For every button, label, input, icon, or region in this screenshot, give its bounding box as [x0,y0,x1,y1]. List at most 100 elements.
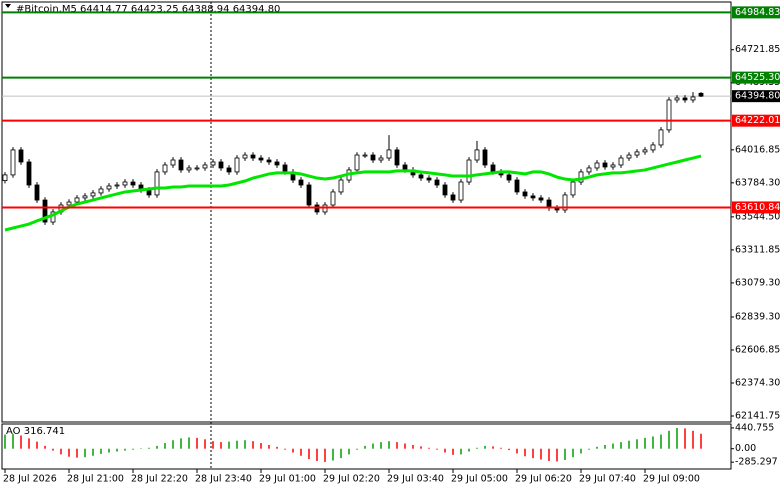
main-panel [1,1,732,423]
y-tick-label: 62839.30 [735,311,780,322]
candle-body [298,179,304,186]
candle-body [322,204,328,213]
chart-title: #Bitcoin,M5 64414.77 64423.25 64388.94 6… [16,4,280,15]
x-tick-label: 28 Jul 23:40 [195,474,252,485]
candle-body [98,188,104,194]
candle-body [314,204,320,213]
level-label: 64222.01 [735,115,780,126]
candle-body [26,161,32,186]
level-label: 64525.30 [735,72,780,83]
candle-body [538,197,544,201]
y-tick-label: 62374.30 [735,377,780,388]
y-tick-label: 63784.30 [735,177,780,188]
indicator-label: AO 316.741 [6,426,65,437]
candle-body [162,164,168,173]
candle-body [466,159,472,183]
candle-body [698,92,704,97]
x-tick-label: 29 Jul 09:00 [643,474,700,485]
candle-body [450,194,456,201]
candle-body [442,184,448,196]
ao-tick-label: -285.297 [735,457,778,468]
candle-body [66,201,72,206]
candle-body [90,192,96,197]
level-tag [732,71,780,84]
candle-body [394,149,400,166]
candle-body [362,154,368,157]
candle-body [282,164,288,173]
candle-body [578,171,584,183]
candle-body [434,179,440,186]
candle-body [402,164,408,171]
candle-body [154,171,160,196]
candle-body [482,149,488,166]
candle-body [242,154,248,159]
x-tick-label: 29 Jul 01:00 [259,474,316,485]
candle-body [562,194,568,211]
level-tag [732,6,780,19]
candle-body [194,167,200,170]
candle-body [514,179,520,193]
candle-body [170,159,176,166]
candle-body [218,161,224,169]
candle-body [426,177,432,181]
candle-body [594,162,600,169]
candle-body [258,157,264,161]
candle-body [354,154,360,171]
x-tick-label: 29 Jul 07:40 [579,474,636,485]
x-tick-label: 29 Jul 02:20 [323,474,380,485]
candle-body [2,174,8,181]
candle-body [202,164,208,169]
candle-body [178,159,184,171]
y-tick-label: 64016.85 [735,144,780,155]
y-tick-label: 63311.85 [735,244,780,255]
level-label: 64984.83 [735,7,780,18]
candle-body [42,199,48,223]
candle-body [522,191,528,197]
candle-body [74,197,80,203]
candle-body [602,162,608,168]
candle-body [626,154,632,159]
candle-body [642,149,648,153]
candle-body [18,149,24,163]
candle-body [690,96,696,101]
candle-body [210,161,216,166]
y-tick-label: 64721.85 [735,44,780,55]
candle-body [658,129,664,146]
level-tag [732,201,780,214]
candle-body [586,167,592,173]
candle-body [378,157,384,161]
candle-body [338,179,344,193]
y-tick-label: 63544.50 [735,211,780,222]
candle-body [650,144,656,151]
candle-body [666,99,672,131]
indicator-panel [1,423,732,470]
candle-body [106,185,112,190]
candle-body [610,164,616,168]
moving-average [4,154,702,232]
candle-body [530,195,536,199]
candle-body [458,181,464,201]
candle-body [250,154,256,159]
candle-body [234,157,240,173]
candle-body [386,149,392,159]
x-tick-label: 29 Jul 05:00 [451,474,508,485]
level-tag [732,114,780,127]
candle-body [330,191,336,206]
candle-body [186,167,192,171]
ao-tick-label: 0.00 [735,443,756,454]
candle-body [682,97,688,101]
candle-body [418,174,424,179]
last-price-tag [732,90,780,103]
candle-body [306,184,312,206]
x-tick-label: 28 Jul 2026 [3,474,57,485]
menu-arrow [5,4,11,8]
x-tick-label: 29 Jul 03:40 [387,474,444,485]
y-tick-label: 63079.30 [735,277,780,288]
x-tick-label: 29 Jul 06:20 [515,474,572,485]
candle-body [506,174,512,181]
candle-body [266,159,272,163]
candle-body [146,189,152,196]
ao-tick-label: 440.755 [735,422,774,433]
y-tick-label: 62606.85 [735,344,780,355]
